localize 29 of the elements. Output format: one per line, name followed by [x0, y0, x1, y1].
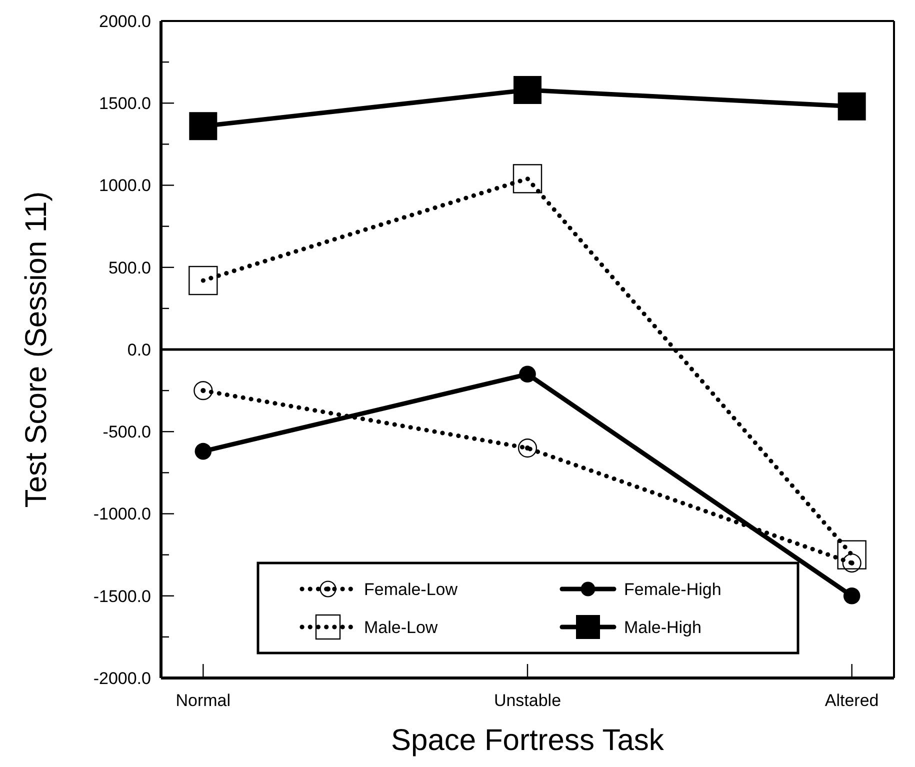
- point: [843, 587, 860, 604]
- legend-label: Female-Low: [364, 580, 458, 599]
- x-axis-title: Space Fortress Task: [391, 724, 665, 757]
- y-axis-title: Test Score (Session 11): [20, 191, 53, 508]
- y-tick-label: -1500.0: [93, 586, 151, 606]
- point: [512, 164, 542, 194]
- x-tick-label: Normal: [176, 691, 231, 710]
- y-tick-label: 500.0: [108, 258, 151, 278]
- point: [188, 266, 218, 296]
- legend-label: Male-Low: [364, 618, 438, 637]
- point: [837, 540, 866, 570]
- y-tick-label: 1000.0: [99, 176, 151, 196]
- point: [519, 366, 536, 383]
- point: [518, 438, 538, 458]
- point: [189, 112, 218, 140]
- y-tick-label: 1500.0: [99, 94, 151, 114]
- x-tick-label: Altered: [824, 691, 879, 710]
- y-tick-label: -500.0: [102, 422, 151, 442]
- y-tick-label: -2000.0: [93, 668, 151, 688]
- x-tick-label: Unstable: [494, 691, 562, 710]
- point: [194, 442, 212, 460]
- point: [838, 92, 866, 120]
- y-tick-label: -1000.0: [93, 504, 151, 524]
- point: [514, 76, 542, 104]
- legend-label: Female-High: [624, 580, 722, 599]
- legend-label: Male-High: [624, 618, 702, 637]
- y-tick-label: 2000.0: [99, 12, 151, 31]
- point: [194, 381, 213, 400]
- y-tick-label: 0.0: [127, 340, 151, 360]
